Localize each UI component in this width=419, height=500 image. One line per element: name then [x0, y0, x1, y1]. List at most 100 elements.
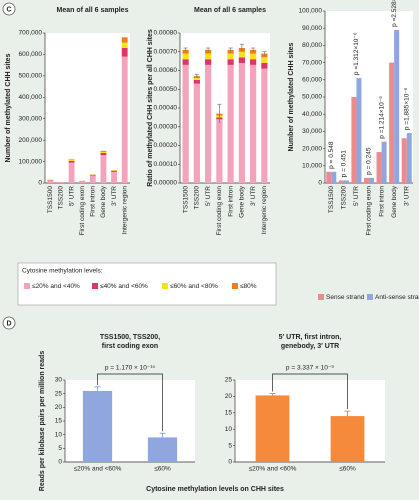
bar-segment	[79, 181, 86, 183]
bar	[394, 29, 400, 184]
y-tick-label: 90,000	[302, 25, 322, 32]
legend-label: Anti-sense strand	[375, 294, 419, 301]
bar	[147, 437, 178, 462]
y-tick-label: 0	[38, 180, 42, 187]
bar-segment	[238, 51, 245, 58]
bar	[351, 97, 357, 183]
legend-label: ≤40% and <60%	[100, 283, 148, 290]
plot-area	[180, 33, 270, 183]
y-tick-label: 20,000	[302, 145, 322, 152]
x-tick-label: First intron	[90, 186, 97, 217]
legend-swatch	[24, 283, 30, 289]
y-tick-label: 0.00060	[154, 67, 178, 74]
bar-segment	[182, 64, 189, 183]
y-tick-label: 5	[58, 445, 62, 452]
y-tick-label: 30	[55, 377, 63, 384]
x-tick-label: Intergenic region	[121, 186, 128, 235]
bar-segment	[205, 53, 212, 60]
p-value: p =1.885×10⁻⁶	[403, 87, 410, 130]
bar	[343, 180, 349, 183]
significance-bracket	[272, 373, 348, 410]
bar-segment	[193, 83, 200, 183]
bar-segment	[238, 63, 245, 183]
bar	[376, 152, 382, 183]
bar-segment	[68, 159, 75, 161]
x-tick-label: ≤60%	[339, 466, 356, 473]
x-tick-label: 5′ UTR	[353, 186, 360, 206]
bar-segment	[205, 64, 212, 183]
legend-label: ≤80%	[240, 283, 257, 290]
y-tick-label: 200,000	[19, 137, 43, 144]
y-tick-label: 0.00020	[154, 142, 178, 149]
y-axis-label: Reads per kilobase pairs per million rea…	[39, 351, 46, 492]
y-tick-label: 25	[55, 390, 63, 397]
bar	[369, 177, 375, 183]
bar	[330, 416, 365, 462]
bar-segment	[261, 63, 268, 69]
y-tick-label: 0.00080	[154, 30, 178, 37]
panel-label: D	[6, 320, 11, 327]
x-tick-label: 3′ UTR	[403, 186, 410, 206]
chart-title: first coding exon	[102, 343, 158, 350]
bar-segment	[193, 78, 200, 80]
p-value: p =1.214×10⁻⁶	[378, 96, 385, 139]
bar-segment	[261, 57, 268, 63]
bar-segment	[100, 151, 107, 153]
x-tick-label: TSS1500	[182, 186, 189, 213]
y-tick-label: 0.00050	[154, 86, 178, 93]
y-tick-label: 0.00010	[154, 161, 178, 168]
panel-label: C	[6, 6, 11, 13]
bar-segment	[47, 180, 54, 183]
bar-segment	[182, 53, 189, 60]
x-tick-label: ≤60%	[154, 466, 171, 473]
y-tick-label: 60,000	[302, 77, 322, 84]
y-tick-label: 70,000	[302, 59, 322, 66]
bar-segment	[227, 53, 234, 60]
bar-segment	[227, 59, 234, 65]
bar-segment	[216, 119, 223, 183]
x-tick-label: 5′ UTR	[205, 186, 212, 206]
y-tick-label: 0.00040	[154, 105, 178, 112]
x-tick-label: Gene body	[100, 185, 107, 218]
panel-badge	[2, 316, 16, 330]
y-axis-label: Number of methylated CHH sites	[288, 42, 295, 151]
y-tick-label: 600,000	[19, 51, 43, 58]
bar-segment	[261, 68, 268, 183]
y-tick-label: 40,000	[302, 111, 322, 118]
legend-swatch	[232, 283, 238, 289]
chart-title: TSS1500, TSS200,	[100, 334, 160, 341]
y-tick-label: 100,000	[19, 158, 43, 165]
x-tick-label: First intron	[227, 186, 234, 217]
y-tick-label: 400,000	[19, 94, 43, 101]
bar	[82, 390, 113, 462]
x-tick-label: 5′ UTR	[68, 186, 75, 206]
bar-segment	[100, 153, 107, 156]
bar	[326, 171, 332, 183]
chart-title: genebody, 3′ UTR	[281, 343, 339, 350]
p-value: p = 3.337 × 10⁻⁹	[286, 365, 334, 372]
bar-segment	[111, 171, 117, 183]
y-tick-label: 100,000	[299, 8, 323, 15]
x-tick-label: ≤20% and <60%	[74, 466, 122, 473]
y-tick-label: 0	[58, 459, 62, 466]
bar-segment	[250, 59, 257, 65]
legend-swatch	[367, 294, 373, 300]
y-tick-label: 0	[228, 459, 232, 466]
chart-title: Mean of all 6 samples	[57, 7, 129, 14]
bar-segment	[68, 160, 75, 161]
x-tick-label: First coding exon	[79, 186, 86, 236]
y-tick-label: 20	[225, 393, 233, 400]
y-tick-label: 20	[55, 404, 63, 411]
bar-segment	[100, 150, 107, 152]
bar	[401, 138, 407, 183]
legend-label: Sense strand	[326, 294, 365, 301]
y-tick-label: 300,000	[19, 115, 43, 122]
x-tick-label: TSS1500	[47, 186, 54, 213]
chart-title: 5′ UTR, first intron,	[279, 334, 342, 341]
bar	[356, 78, 362, 183]
x-tick-label: TSS200	[341, 186, 348, 210]
y-tick-label: 700,000	[19, 30, 43, 37]
x-tick-label: Intergenic region	[261, 186, 268, 235]
x-tick-label: TSS200	[194, 186, 201, 210]
bar-segment	[111, 171, 117, 172]
